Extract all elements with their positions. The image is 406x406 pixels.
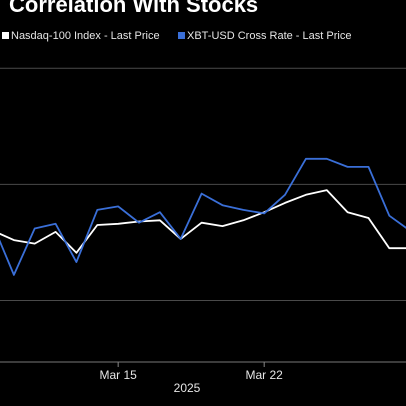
legend-label: Nasdaq-100 Index - Last Price	[11, 30, 160, 42]
x-axis-label: 2025	[174, 381, 201, 395]
legend-swatch	[178, 32, 185, 39]
legend-label: XBT-USD Cross Rate - Last Price	[187, 30, 351, 42]
series-line	[0, 157, 406, 276]
chart-title: Correlation With Stocks	[9, 0, 258, 17]
series-line	[0, 189, 406, 254]
x-tick-label: Mar 15	[99, 368, 137, 382]
x-tick-label: Mar 22	[246, 368, 284, 382]
legend-swatch	[2, 32, 9, 39]
